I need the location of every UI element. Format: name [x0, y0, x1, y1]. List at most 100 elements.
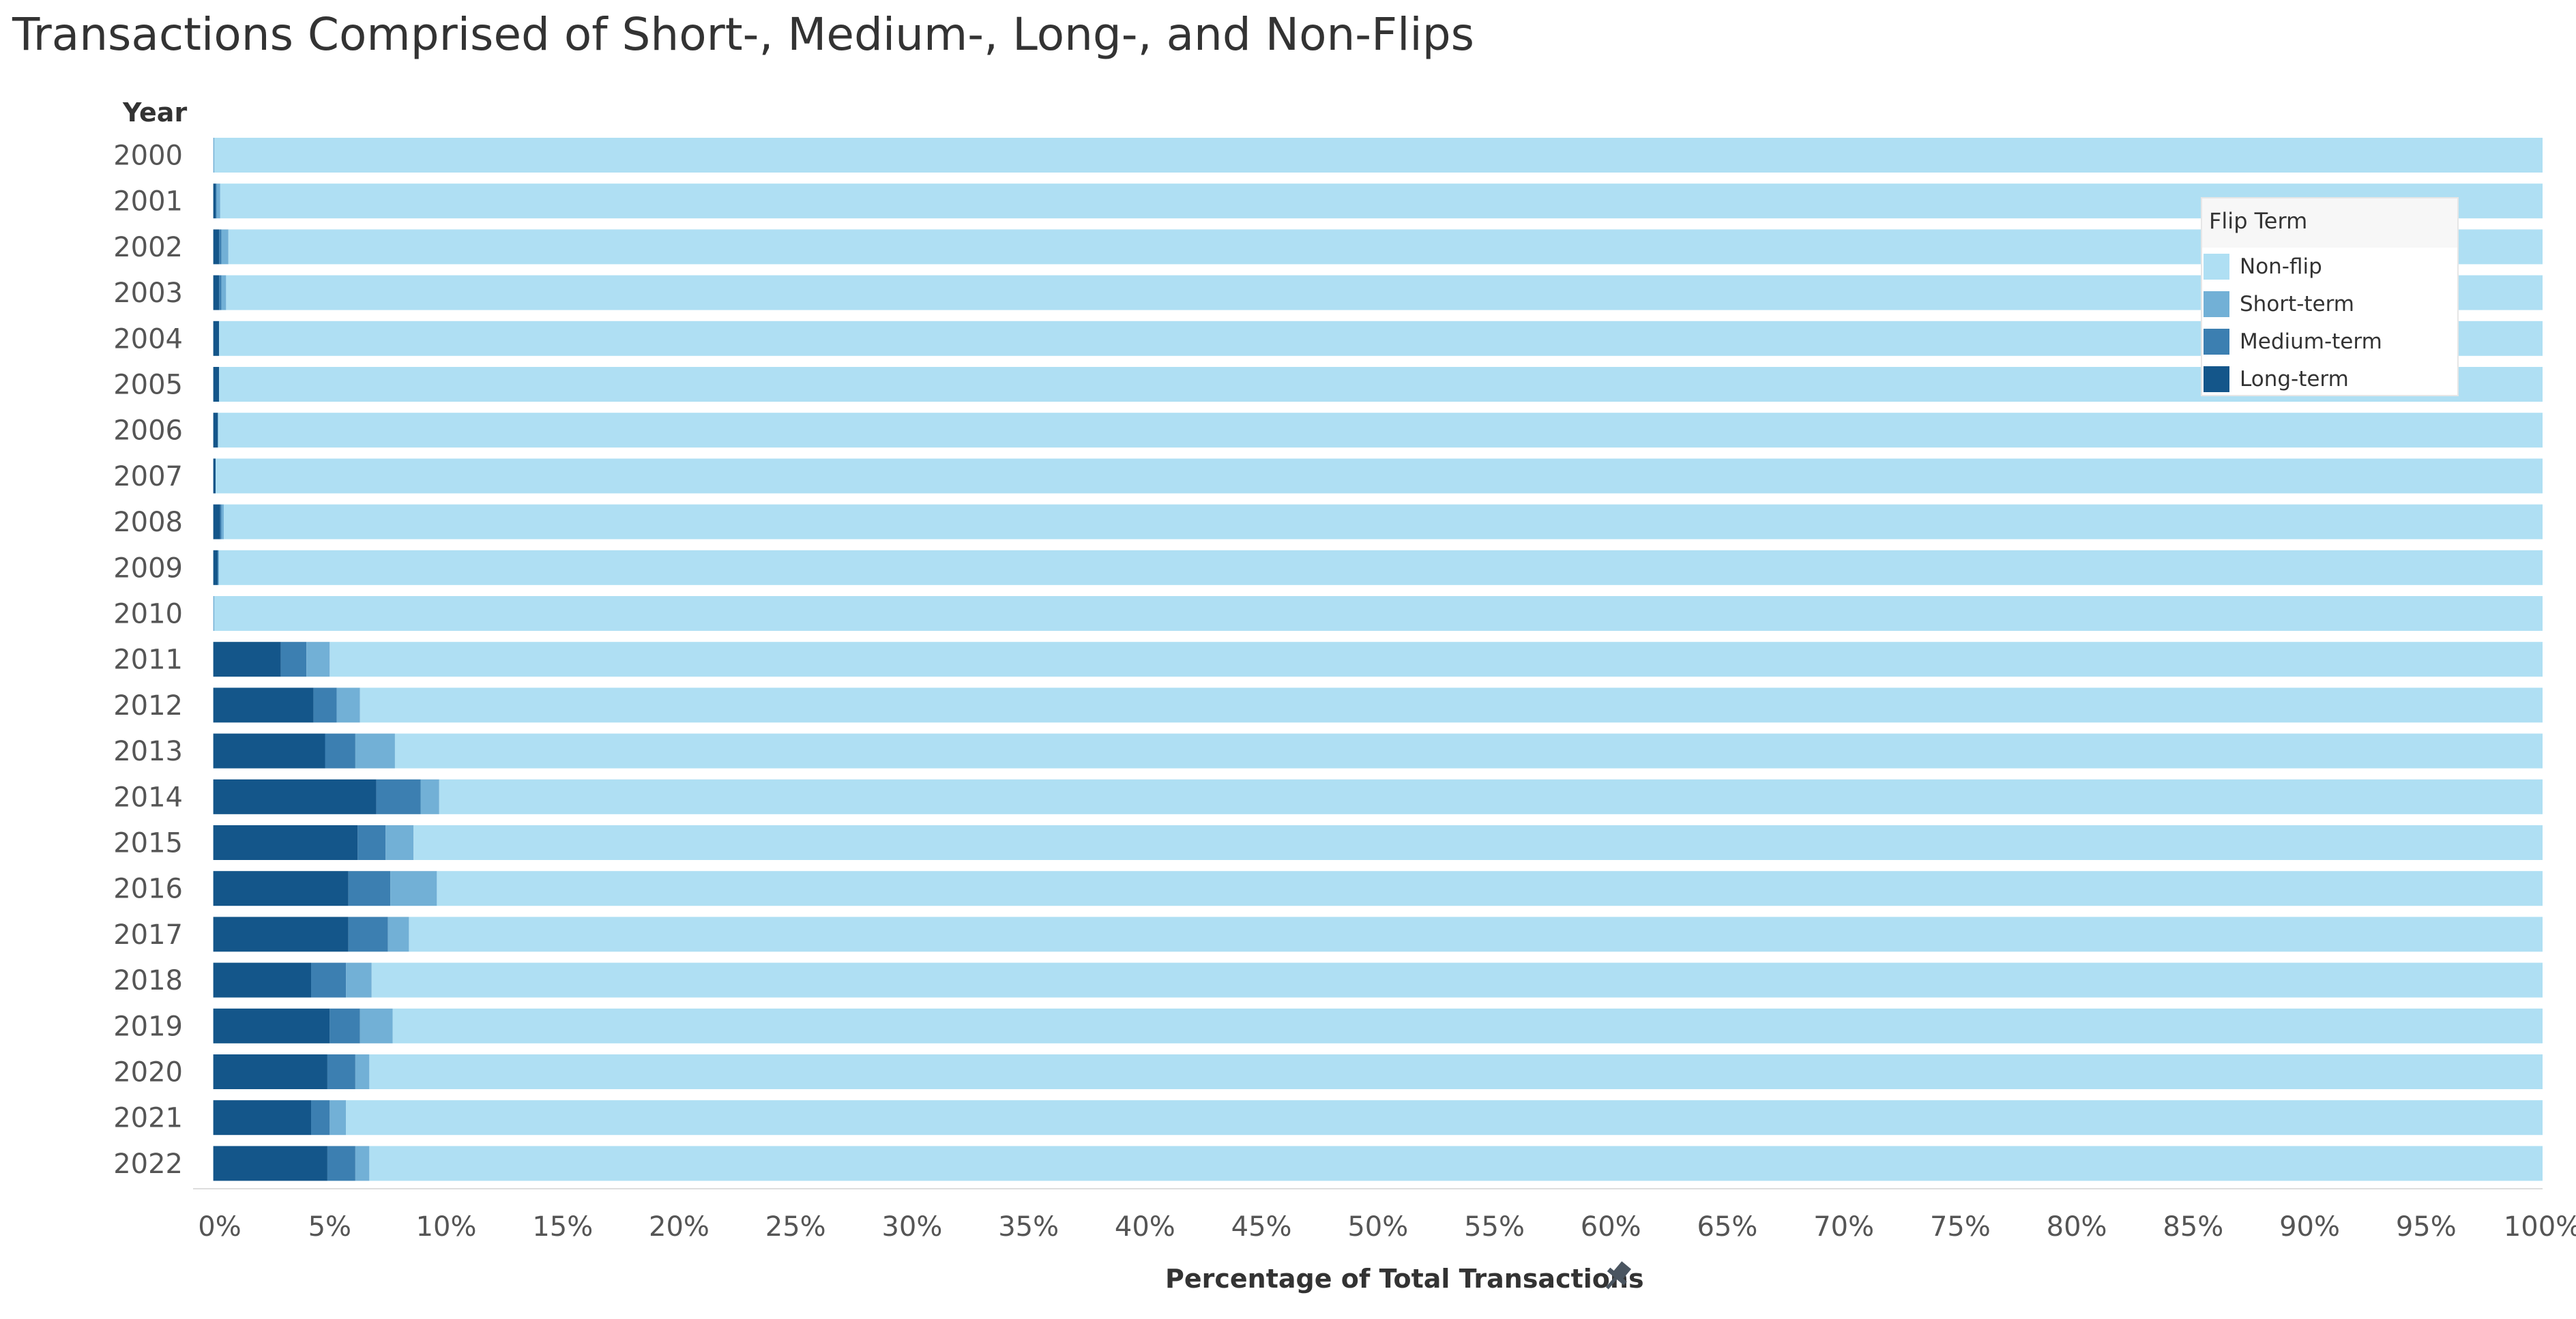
bar-medium-term-2017[interactable] — [348, 917, 388, 952]
bar-medium-term-2003[interactable] — [219, 275, 222, 310]
bar-non-flip-2001[interactable] — [220, 183, 2543, 219]
bar-long-term-2011[interactable] — [213, 642, 281, 677]
bar-short-term-2001[interactable] — [216, 183, 220, 219]
bar-short-term-2013[interactable] — [355, 733, 395, 769]
bar-medium-term-2018[interactable] — [311, 962, 347, 998]
bar-long-term-2004[interactable] — [213, 321, 220, 356]
bar-long-term-2014[interactable] — [213, 779, 377, 814]
bar-non-flip-2011[interactable] — [330, 642, 2543, 677]
bar-long-term-2022[interactable] — [213, 1146, 327, 1181]
bar-non-flip-2009[interactable] — [219, 550, 2543, 585]
bar-short-term-2009[interactable] — [218, 550, 220, 585]
bar-short-term-2022[interactable] — [355, 1146, 370, 1181]
x-tick-label: 15% — [532, 1211, 593, 1243]
bar-non-flip-2019[interactable] — [392, 1008, 2543, 1043]
bar-medium-term-2001[interactable] — [216, 183, 217, 219]
bar-short-term-2003[interactable] — [221, 275, 226, 310]
bar-short-term-2010[interactable] — [213, 596, 215, 631]
bar-long-term-2015[interactable] — [213, 825, 358, 860]
bar-short-term-2018[interactable] — [346, 962, 372, 998]
bar-long-term-2013[interactable] — [213, 733, 325, 769]
bar-medium-term-2008[interactable] — [220, 504, 222, 539]
bar-non-flip-2004[interactable] — [219, 321, 2543, 356]
bar-long-term-2017[interactable] — [213, 917, 349, 952]
bar-medium-term-2021[interactable] — [311, 1100, 330, 1136]
x-tick-label: 80% — [2047, 1211, 2107, 1243]
bar-short-term-2016[interactable] — [390, 871, 437, 906]
bar-non-flip-2022[interactable] — [369, 1146, 2543, 1181]
bar-medium-term-2020[interactable] — [327, 1054, 355, 1089]
bar-non-flip-2013[interactable] — [394, 733, 2543, 769]
bar-short-term-2014[interactable] — [420, 779, 439, 814]
bar-medium-term-2019[interactable] — [330, 1008, 360, 1043]
bar-long-term-2018[interactable] — [213, 962, 312, 998]
bar-long-term-2002[interactable] — [213, 229, 220, 265]
bar-short-term-2017[interactable] — [387, 917, 409, 952]
bar-non-flip-2002[interactable] — [228, 229, 2543, 265]
bar-long-term-2021[interactable] — [213, 1100, 312, 1136]
bar-short-term-2012[interactable] — [336, 687, 360, 723]
pin-icon[interactable] — [1599, 1258, 1635, 1295]
bar-non-flip-2003[interactable] — [226, 275, 2543, 310]
bar-non-flip-2006[interactable] — [218, 413, 2543, 448]
bar-non-flip-2018[interactable] — [371, 962, 2543, 998]
bar-short-term-2015[interactable] — [385, 825, 414, 860]
x-tick-label: 50% — [1347, 1211, 1408, 1243]
legend-swatch — [2204, 366, 2229, 392]
legend: Flip Term Non-flip Short-term Medium-term L… — [2201, 197, 2459, 396]
legend-swatch — [2204, 329, 2229, 355]
y-tick-label: 2019 — [113, 1011, 183, 1042]
bar-short-term-2019[interactable] — [360, 1008, 393, 1043]
legend-label: Long-term — [2240, 367, 2349, 391]
bar-long-term-2006[interactable] — [213, 413, 218, 448]
bar-long-term-2012[interactable] — [213, 687, 314, 723]
x-tick-label: 90% — [2279, 1211, 2340, 1243]
bar-long-term-2003[interactable] — [213, 275, 220, 310]
bar-short-term-2011[interactable] — [306, 642, 330, 677]
bar-long-term-2001[interactable] — [213, 183, 216, 219]
bar-long-term-2016[interactable] — [213, 871, 349, 906]
bar-long-term-2009[interactable] — [213, 550, 218, 585]
bar-non-flip-2012[interactable] — [360, 687, 2543, 723]
bar-medium-term-2022[interactable] — [327, 1146, 355, 1181]
bar-non-flip-2021[interactable] — [346, 1100, 2543, 1136]
y-tick-label: 2012 — [113, 690, 183, 722]
bars-layer — [213, 138, 2543, 1181]
x-tick-label: 40% — [1115, 1211, 1175, 1243]
bar-non-flip-2015[interactable] — [413, 825, 2543, 860]
bar-medium-term-2002[interactable] — [219, 229, 222, 265]
y-tick-label: 2021 — [113, 1103, 183, 1134]
bar-medium-term-2016[interactable] — [348, 871, 391, 906]
bar-long-term-2007[interactable] — [213, 458, 216, 494]
bar-long-term-2005[interactable] — [213, 367, 220, 402]
bar-medium-term-2014[interactable] — [376, 779, 421, 814]
bar-short-term-2021[interactable] — [330, 1100, 347, 1136]
bar-long-term-2019[interactable] — [213, 1008, 330, 1043]
bar-non-flip-2005[interactable] — [219, 367, 2543, 402]
bar-medium-term-2013[interactable] — [325, 733, 355, 769]
bar-non-flip-2010[interactable] — [214, 596, 2543, 631]
bar-long-term-2020[interactable] — [213, 1054, 327, 1089]
bar-non-flip-2016[interactable] — [437, 871, 2543, 906]
bar-non-flip-2007[interactable] — [216, 458, 2543, 494]
bar-medium-term-2011[interactable] — [280, 642, 307, 677]
bar-short-term-2020[interactable] — [355, 1054, 370, 1089]
bar-non-flip-2017[interactable] — [409, 917, 2543, 952]
bar-long-term-2008[interactable] — [213, 504, 220, 539]
bar-non-flip-2020[interactable] — [369, 1054, 2543, 1089]
y-tick-label: 2014 — [113, 782, 183, 813]
x-tick-label: 95% — [2396, 1211, 2457, 1243]
y-tick-label: 2005 — [113, 370, 183, 401]
bar-non-flip-2008[interactable] — [223, 504, 2543, 539]
bar-non-flip-2000[interactable] — [214, 138, 2543, 173]
bar-non-flip-2014[interactable] — [439, 779, 2543, 814]
x-tick-label: 100% — [2504, 1211, 2576, 1243]
legend-title: Flip Term — [2209, 208, 2307, 234]
bar-short-term-2008[interactable] — [221, 504, 224, 539]
bar-medium-term-2015[interactable] — [357, 825, 386, 860]
y-tick-label: 2009 — [113, 552, 183, 584]
bar-short-term-2000[interactable] — [213, 138, 215, 173]
bar-short-term-2002[interactable] — [221, 229, 229, 265]
bar-medium-term-2012[interactable] — [313, 687, 337, 723]
